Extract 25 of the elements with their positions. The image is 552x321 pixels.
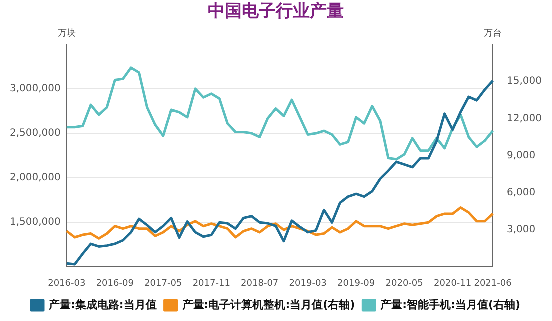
y-axis-title: 万块	[58, 28, 76, 40]
x-tick-label: 2016-09	[96, 278, 134, 289]
y2-axis-title: 万台	[484, 28, 502, 40]
x-tick-label: 2017-05	[144, 278, 182, 289]
y-tick-label: 1,500,000	[10, 217, 61, 228]
chart-title: 中国电子行业产量	[208, 2, 344, 22]
legend-label: 产量:电子计算机整机:当月值(右轴)	[181, 298, 356, 312]
y-tick-label: 2,500,000	[10, 128, 61, 140]
y2-tick-label: 3,000	[507, 224, 536, 236]
y2-tick-label: 12,000	[507, 113, 542, 124]
x-tick-label: 2019-03	[289, 278, 327, 289]
x-tick-label: 2018-07	[241, 278, 279, 289]
y-tick-label: 2,000,000	[10, 172, 61, 184]
legend-label: 产量:集成电路:当月值	[48, 298, 157, 312]
legend-label: 产量:智能手机:当月值(右轴)	[380, 298, 521, 312]
x-tick-label: 2017-11	[192, 278, 230, 289]
y2-tick-label: 9,000	[507, 150, 536, 162]
y2-tick-label: 6,000	[507, 188, 536, 199]
x-tick-label: 2019-09	[338, 278, 376, 289]
x-tick-label: 2020-11	[434, 278, 472, 289]
y-tick-label: 3,000,000	[10, 84, 61, 95]
x-tick-label: 2016-03	[48, 278, 86, 289]
x-tick-label: 2020-05	[386, 278, 424, 289]
x-tick-label: 2021-06	[474, 278, 512, 289]
y2-tick-label: 15,000	[507, 76, 542, 88]
